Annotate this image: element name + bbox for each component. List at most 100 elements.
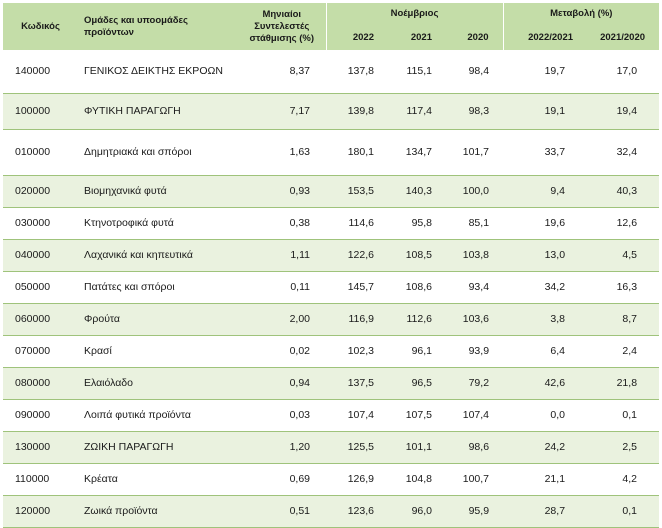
- row-change-2022-2021: 6,4: [503, 335, 588, 368]
- row-change-2021-2020: 16,3: [587, 271, 660, 304]
- table-header: Κωδικός Ομάδες και υποομάδες προϊόντων Μ…: [3, 3, 660, 50]
- header-weights: Μηνιαίοι Συντελεστές στάθμισης (%): [238, 3, 326, 50]
- row-code: 080000: [3, 367, 78, 400]
- row-change-2021-2020: 40,3: [587, 175, 660, 208]
- row-name: Δημητριακά και σπόροι: [78, 129, 238, 176]
- row-value-2020: 100,0: [446, 175, 504, 208]
- header-change-2022-2021: 2022/2021: [502, 25, 588, 50]
- table-row: 020000 Βιομηχανικά φυτά 0,93 153,5 140,3 100,…: [3, 175, 660, 208]
- row-change-2022-2021: 42,6: [503, 367, 588, 400]
- row-value-2022: 102,3: [326, 335, 388, 368]
- table-row: 100000 ΦΥΤΙΚΗ ΠΑΡΑΓΩΓΗ 7,17 139,8 117,4 98,3 1…: [3, 93, 660, 130]
- row-code: 070000: [3, 335, 78, 368]
- row-value-2021: 117,4: [388, 93, 446, 130]
- row-code: 120000: [3, 495, 78, 528]
- row-weight: 0,69: [238, 463, 326, 496]
- row-name: Κτηνοτροφικά φυτά: [78, 207, 238, 240]
- table-row: 080000 Ελαιόλαδο 0,94 137,5 96,5 79,2 42,6 21,8: [3, 367, 660, 400]
- row-code: 050000: [3, 271, 78, 304]
- row-weight: 0,02: [238, 335, 326, 368]
- row-change-2021-2020: 8,7: [587, 303, 660, 336]
- row-change-2021-2020: 2,4: [587, 335, 660, 368]
- row-value-2021: 96,5: [388, 367, 446, 400]
- row-value-2022: 145,7: [326, 271, 388, 304]
- row-value-2022: 139,8: [326, 93, 388, 130]
- row-code: 140000: [3, 50, 78, 94]
- header-year-2022: 2022: [325, 25, 388, 50]
- row-weight: 0,38: [238, 207, 326, 240]
- row-value-2022: 122,6: [326, 239, 388, 272]
- row-code: 130000: [3, 431, 78, 464]
- row-change-2022-2021: 19,6: [503, 207, 588, 240]
- row-value-2021: 95,8: [388, 207, 446, 240]
- row-name: Λαχανικά και κηπευτικά: [78, 239, 238, 272]
- row-value-2020: 79,2: [446, 367, 504, 400]
- row-weight: 1,63: [238, 129, 326, 176]
- row-weight: 2,00: [238, 303, 326, 336]
- row-value-2020: 98,4: [446, 50, 504, 94]
- row-change-2021-2020: 4,5: [587, 239, 660, 272]
- row-value-2020: 103,6: [446, 303, 504, 336]
- row-change-2021-2020: 4,2: [587, 463, 660, 496]
- row-change-2022-2021: 13,0: [503, 239, 588, 272]
- row-code: 090000: [3, 399, 78, 432]
- row-weight: 0,94: [238, 367, 326, 400]
- row-value-2022: 114,6: [326, 207, 388, 240]
- row-code: 040000: [3, 239, 78, 272]
- table-row: 090000 Λοιπά φυτικά προϊόντα 0,03 107,4 107,…: [3, 399, 660, 432]
- row-value-2020: 107,4: [446, 399, 504, 432]
- row-change-2022-2021: 33,7: [503, 129, 588, 176]
- row-code: 100000: [3, 93, 78, 130]
- row-change-2021-2020: 19,4: [587, 93, 660, 130]
- row-value-2021: 104,8: [388, 463, 446, 496]
- row-change-2021-2020: 0,1: [587, 495, 660, 528]
- row-value-2021: 96,0: [388, 495, 446, 528]
- header-groups: Ομάδες και υποομάδες προϊόντων: [78, 3, 238, 50]
- row-change-2022-2021: 19,7: [503, 50, 588, 94]
- header-year-2020: 2020: [446, 25, 504, 50]
- row-name: Ζωικά προϊόντα: [78, 495, 238, 528]
- row-value-2021: 108,6: [388, 271, 446, 304]
- row-value-2021: 107,5: [388, 399, 446, 432]
- row-value-2022: 180,1: [326, 129, 388, 176]
- row-value-2021: 140,3: [388, 175, 446, 208]
- row-weight: 7,17: [238, 93, 326, 130]
- row-weight: 0,93: [238, 175, 326, 208]
- price-index-table: Κωδικός Ομάδες και υποομάδες προϊόντων Μ…: [3, 3, 660, 528]
- header-year-2021: 2021: [388, 25, 446, 50]
- row-value-2020: 101,7: [446, 129, 504, 176]
- row-value-2022: 137,8: [326, 50, 388, 94]
- row-code: 020000: [3, 175, 78, 208]
- row-weight: 1,20: [238, 431, 326, 464]
- row-value-2022: 126,9: [326, 463, 388, 496]
- row-value-2020: 98,3: [446, 93, 504, 130]
- row-weight: 1,11: [238, 239, 326, 272]
- row-change-2021-2020: 21,8: [587, 367, 660, 400]
- row-value-2021: 134,7: [388, 129, 446, 176]
- row-change-2022-2021: 34,2: [503, 271, 588, 304]
- row-name: Πατάτες και σπόροι: [78, 271, 238, 304]
- row-value-2022: 125,5: [326, 431, 388, 464]
- row-name: Λοιπά φυτικά προϊόντα: [78, 399, 238, 432]
- row-change-2021-2020: 17,0: [587, 50, 660, 94]
- table-body: 140000 ΓΕΝΙΚΟΣ ΔΕΙΚΤΗΣ ΕΚΡΟΩΝ 8,37 137,8 115…: [3, 50, 660, 528]
- table-row: 110000 Κρέατα 0,69 126,9 104,8 100,7 21,1 4,2: [3, 463, 660, 496]
- row-code: 010000: [3, 129, 78, 176]
- table-row: 060000 Φρούτα 2,00 116,9 112,6 103,6 3,8 8,7: [3, 303, 660, 336]
- table-row: 120000 Ζωικά προϊόντα 0,51 123,6 96,0 95,9 28,…: [3, 495, 660, 528]
- row-value-2020: 85,1: [446, 207, 504, 240]
- row-value-2021: 108,5: [388, 239, 446, 272]
- row-change-2021-2020: 2,5: [587, 431, 660, 464]
- row-value-2020: 98,6: [446, 431, 504, 464]
- row-name: Κρασί: [78, 335, 238, 368]
- row-value-2020: 100,7: [446, 463, 504, 496]
- row-weight: 0,03: [238, 399, 326, 432]
- header-change: Μεταβολή (%): [502, 3, 660, 25]
- table-row: 070000 Κρασί 0,02 102,3 96,1 93,9 6,4 2,4: [3, 335, 660, 368]
- row-code: 060000: [3, 303, 78, 336]
- table-row: 130000 ΖΩΙΚΗ ΠΑΡΑΓΩΓΗ 1,20 125,5 101,1 98,6 24…: [3, 431, 660, 464]
- row-name: ΖΩΙΚΗ ΠΑΡΑΓΩΓΗ: [78, 431, 238, 464]
- row-code: 110000: [3, 463, 78, 496]
- row-value-2022: 137,5: [326, 367, 388, 400]
- row-change-2022-2021: 9,4: [503, 175, 588, 208]
